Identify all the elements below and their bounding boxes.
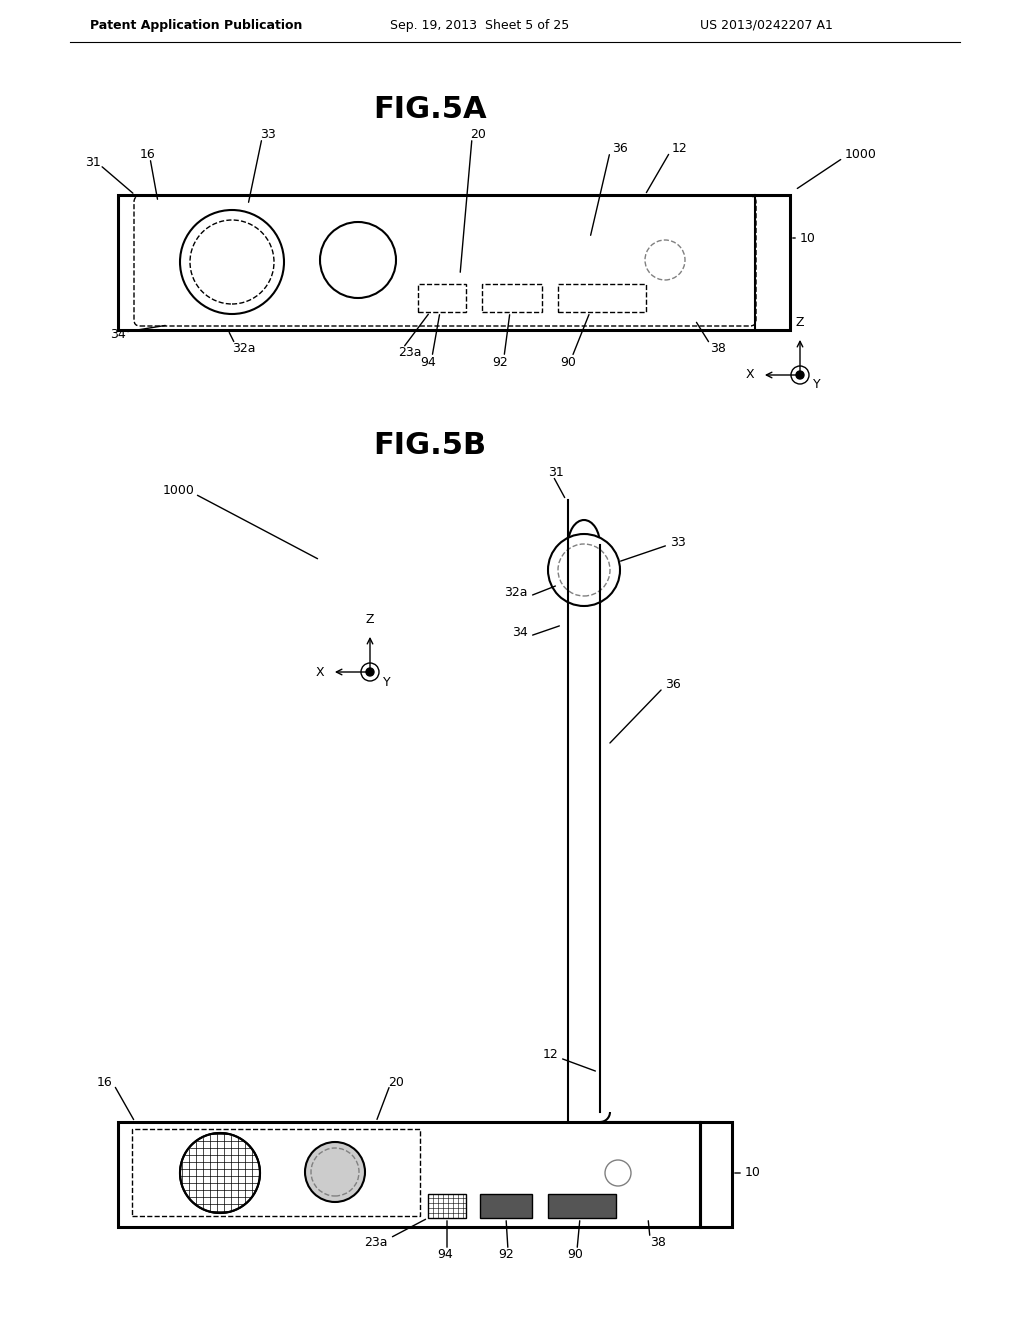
Text: 33: 33 xyxy=(670,536,686,549)
Text: 20: 20 xyxy=(388,1076,403,1089)
Circle shape xyxy=(796,371,804,379)
Text: X: X xyxy=(745,368,754,381)
Text: 12: 12 xyxy=(543,1048,558,1061)
Text: 1000: 1000 xyxy=(845,149,877,161)
Circle shape xyxy=(305,1142,365,1203)
Text: 12: 12 xyxy=(672,141,688,154)
Text: 94: 94 xyxy=(420,355,436,368)
Text: 23a: 23a xyxy=(398,346,422,359)
Text: 10: 10 xyxy=(800,231,816,244)
Bar xyxy=(700,1122,732,1228)
Text: 16: 16 xyxy=(96,1076,112,1089)
Bar xyxy=(418,284,466,312)
Text: 38: 38 xyxy=(710,342,726,355)
Text: 1000: 1000 xyxy=(163,483,195,496)
Text: US 2013/0242207 A1: US 2013/0242207 A1 xyxy=(700,18,833,32)
Text: 90: 90 xyxy=(560,355,575,368)
Text: 31: 31 xyxy=(548,466,564,479)
Text: 32a: 32a xyxy=(232,342,256,355)
Text: 34: 34 xyxy=(110,329,126,342)
Text: Z: Z xyxy=(796,315,804,329)
Text: Patent Application Publication: Patent Application Publication xyxy=(90,18,302,32)
Text: Y: Y xyxy=(383,676,390,689)
Bar xyxy=(118,1122,700,1228)
Text: 23a: 23a xyxy=(365,1236,388,1249)
Bar xyxy=(558,284,646,312)
Text: 92: 92 xyxy=(493,355,508,368)
Text: 92: 92 xyxy=(498,1247,514,1261)
Bar xyxy=(428,1195,466,1218)
Bar xyxy=(548,1195,616,1218)
Text: Y: Y xyxy=(813,379,820,392)
Text: FIG.5B: FIG.5B xyxy=(374,430,486,459)
Text: X: X xyxy=(315,665,324,678)
Text: 32a: 32a xyxy=(505,586,528,598)
Circle shape xyxy=(548,535,620,606)
Text: 16: 16 xyxy=(140,149,156,161)
Text: 94: 94 xyxy=(437,1247,453,1261)
Text: 20: 20 xyxy=(470,128,485,141)
Bar xyxy=(132,1129,420,1216)
Bar xyxy=(480,1195,532,1218)
Text: 10: 10 xyxy=(745,1167,761,1180)
Text: 34: 34 xyxy=(512,626,528,639)
Text: 31: 31 xyxy=(85,156,101,169)
Text: 90: 90 xyxy=(567,1247,583,1261)
Bar xyxy=(482,284,542,312)
Text: Z: Z xyxy=(366,612,374,626)
Text: 36: 36 xyxy=(665,678,681,692)
Circle shape xyxy=(366,668,374,676)
Circle shape xyxy=(180,1133,260,1213)
Text: FIG.5A: FIG.5A xyxy=(373,95,486,124)
Text: 36: 36 xyxy=(612,141,628,154)
Text: 33: 33 xyxy=(260,128,275,141)
Text: 38: 38 xyxy=(650,1236,666,1249)
Text: Sep. 19, 2013  Sheet 5 of 25: Sep. 19, 2013 Sheet 5 of 25 xyxy=(390,18,569,32)
